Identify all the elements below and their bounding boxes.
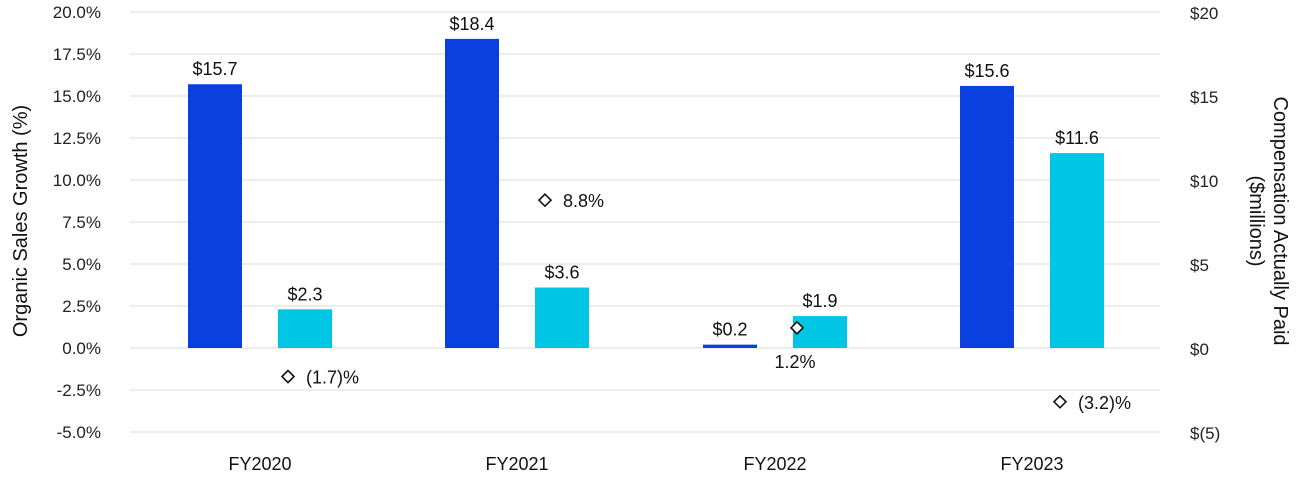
left-tick-label: 20.0% [53,3,101,22]
bar-value-label: $11.6 [1055,128,1099,148]
left-tick-label: 15.0% [53,87,101,106]
category-label: FY2023 [1000,454,1063,474]
bar-value-label: $3.6 [544,263,579,283]
bar-value-label: $0.2 [712,320,747,340]
growth-marker-fy2022 [789,320,805,335]
growth-value-label: 8.8% [563,191,604,211]
bar-value-label: $1.9 [802,291,837,311]
bar-value-label: $15.6 [964,61,1009,81]
right-tick-label: $10 [1190,172,1218,191]
growth-value-label: (3.2)% [1078,393,1131,413]
left-tick-label: 12.5% [53,129,101,148]
bar-dark-fy2021 [445,38,499,348]
gridlines [130,11,1160,433]
category-label: FY2021 [485,454,548,474]
right-tick-label: $5 [1190,256,1209,275]
growth-markers: (1.7)% 8.8% 1.2% (3.2)% [280,191,1131,413]
bar-light-fy2021 [535,287,589,348]
right-axis-title-line2: ($millions) [1245,175,1267,266]
left-tick-label: 0.0% [62,339,101,358]
left-axis-title: Organic Sales Growth (%) [10,105,32,337]
left-tick-label: 2.5% [62,297,101,316]
right-tick-label: $0 [1190,340,1209,359]
left-tick-label: 17.5% [53,45,101,64]
right-tick-label: $15 [1190,88,1218,107]
bar-dark-fy2023 [960,85,1014,349]
category-label: FY2020 [228,454,291,474]
left-tick-label: -2.5% [57,381,101,400]
bar-dark-fy2020 [188,84,242,349]
left-tick-label: 5.0% [62,255,101,274]
bar-light-fy2020 [278,309,332,348]
growth-value-label: 1.2% [774,352,815,372]
left-tick-label: 10.0% [53,171,101,190]
bar-value-label: $15.7 [192,59,237,79]
right-axis-ticks: $20 $15 $10 $5 $0 $(5) [1190,4,1220,443]
bar-dark-fy2022 [703,344,757,348]
category-label: FY2022 [743,454,806,474]
bar-value-label: $2.3 [287,284,322,304]
left-axis-ticks: 20.0% 17.5% 15.0% 12.5% 10.0% 7.5% 5.0% 2.5% 0.0… [53,3,101,442]
left-tick-label: 7.5% [62,213,101,232]
right-tick-label: $(5) [1190,424,1220,443]
growth-marker-fy2023 [1052,394,1068,409]
category-labels: FY2020 FY2021 FY2022 FY2023 [228,454,1063,474]
right-tick-label: $20 [1190,4,1218,23]
growth-marker-fy2020 [280,369,296,384]
right-axis-title-line1: Compensation Actually Paid [1269,96,1291,345]
bar-light-fy2022 [793,316,847,348]
growth-marker-fy2021 [537,193,553,208]
growth-value-label: (1.7)% [306,368,359,388]
bar-light-fy2023 [1050,153,1104,348]
bar-value-label: $18.4 [449,14,494,34]
bars: $15.7 $2.3 $18.4 $3.6 $0.2 $1.9 $15.6 $11.6 [188,14,1104,349]
left-tick-label: -5.0% [57,423,101,442]
